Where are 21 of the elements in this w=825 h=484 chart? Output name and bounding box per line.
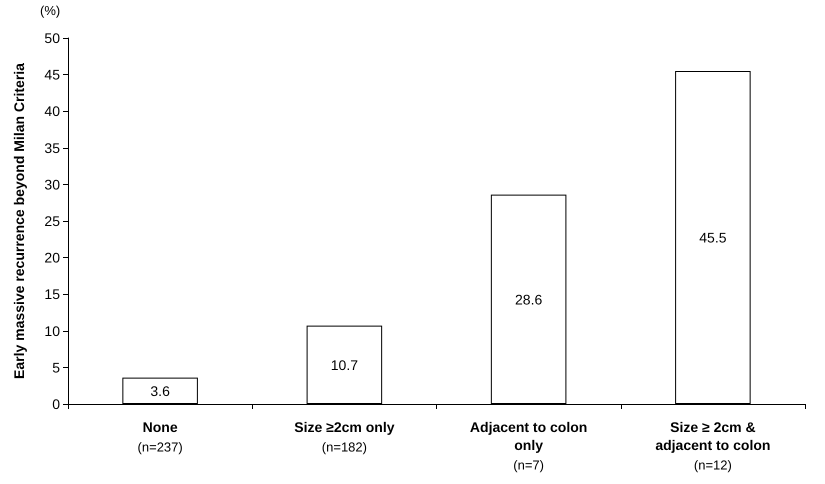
y-axis-title: Early massive recurrence beyond Milan Criteria <box>11 62 27 379</box>
y-tick-label: 5 <box>52 359 60 376</box>
y-tick-label: 20 <box>44 250 60 266</box>
y-tick-label: 40 <box>44 103 60 120</box>
text: (%) <box>40 3 60 18</box>
y-tick-label: 35 <box>44 140 60 156</box>
y-tick-label: 25 <box>44 213 60 229</box>
y-tick-label: 30 <box>44 176 60 192</box>
data-label: 10.7 <box>330 356 358 373</box>
y-tick-label: 0 <box>52 396 60 412</box>
x-tick-label: None (n=237) <box>138 419 183 454</box>
x-tick-label: Size ≥2cm only (n=182) <box>294 419 395 454</box>
x-tick-label: Size ≥ 2cm & adjacent to colon (n=12) <box>655 419 770 472</box>
data-label: 28.6 <box>515 291 542 308</box>
y-tick-label: 15 <box>44 286 60 302</box>
y-tick-label: 45 <box>44 66 60 83</box>
data-label: 3.6 <box>150 382 170 399</box>
y-tick-label: 10 <box>44 322 60 339</box>
data-label: 45.5 <box>699 229 727 246</box>
x-tick-label: Adjacent to colon only (n=7) <box>470 419 588 472</box>
y-tick-label: 50 <box>44 30 60 46</box>
